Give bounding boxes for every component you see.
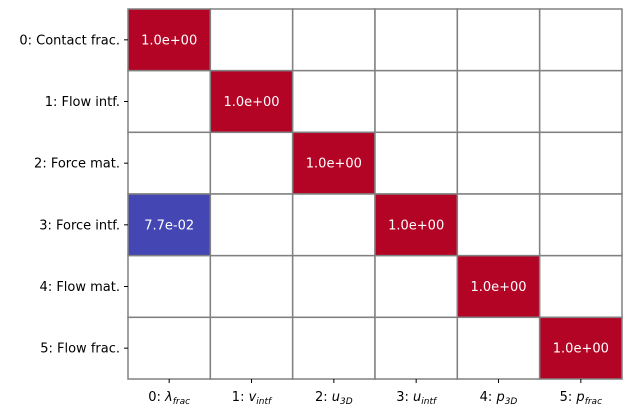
heatmap-cell-r4-c0 (127, 254, 212, 319)
heatmap-cell-r3-c2 (291, 193, 376, 257)
row-tick-label-4: 4: Flow mat. (40, 280, 120, 295)
heatmap-cell-r5-c0 (127, 316, 212, 380)
heatmap-cell-r0-c4 (456, 8, 541, 72)
column-tick-label-1: 1: vintf (232, 390, 273, 407)
heatmap-cell-r0-c3 (374, 8, 459, 72)
heatmap-cell-r2-c2 (291, 131, 376, 195)
heatmap-cell-r1-c3 (374, 69, 459, 134)
heatmap-cell-r5-c4 (456, 316, 541, 380)
row-tick-label-2: 2: Force mat. (34, 157, 120, 172)
column-tick-label-2: 2: u3D (315, 390, 353, 407)
heatmap-cell-r1-c2 (291, 69, 376, 134)
heatmap-cell-r5-c2 (291, 316, 376, 380)
heatmap-cell-r0-c5 (538, 8, 623, 72)
heatmap-cell-r4-c3 (374, 254, 459, 319)
heatmap-cell-r1-c4 (456, 69, 541, 134)
row-tick-label-1: 1: Flow intf. (45, 95, 120, 110)
heatmap-cell-r0-c0 (127, 8, 212, 72)
heatmap-cell-r5-c1 (209, 316, 294, 380)
row-tick-label-5: 5: Flow frac. (40, 342, 120, 357)
heatmap-cell-r4-c2 (291, 254, 376, 319)
column-tick-labels: 0: λfrac 1: vintf 2: u3D 3: uintf 4: p3D 5: p… (148, 379, 602, 407)
cell-value-label-r3-c3: 1.0e+00 (388, 218, 444, 233)
heatmap-cell-r3-c4 (456, 193, 541, 257)
heatmap-cell-r4-c4 (456, 254, 541, 319)
cell-value-label-r1-c1: 1.0e+00 (223, 95, 279, 110)
row-tick-label-0: 0: Contact frac. (19, 33, 120, 48)
column-tick-label-3: 3: uintf (396, 390, 438, 407)
heatmap-cell-r3-c1 (209, 193, 294, 257)
heatmap-cell-r1-c5 (538, 69, 623, 134)
heatmap-cell-r4-c1 (209, 254, 294, 319)
heatmap-cell-r4-c5 (538, 254, 623, 319)
heatmap-cells: 1.0e+00 1.0e+00 1.0e+00 7.7e-02 1.0e+00 1.0e+… (127, 8, 623, 380)
cell-value-label-r3-c0: 7.7e-02 (144, 218, 194, 233)
heatmap-cell-r2-c0 (127, 131, 212, 195)
cell-value-label-r0-c0: 1.0e+00 (141, 33, 197, 48)
heatmap-cell-r1-c1 (209, 69, 294, 134)
cell-value-label-r5-c5: 1.0e+00 (553, 342, 609, 357)
column-tick-label-0: 0: λfrac (148, 390, 190, 407)
cell-value-label-r4-c4: 1.0e+00 (470, 280, 526, 295)
row-tick-label-3: 3: Force intf. (39, 218, 120, 233)
heatmap-cell-r2-c3 (374, 131, 459, 195)
heatmap-cell-r2-c1 (209, 131, 294, 195)
heatmap-cell-r0-c2 (291, 8, 376, 72)
column-tick-label-5: 5: pfrac (560, 390, 602, 407)
heatmap-cell-r3-c5 (538, 193, 623, 257)
heatmap-cell-r2-c5 (538, 131, 623, 195)
heatmap-cell-r0-c1 (209, 8, 294, 72)
row-tick-labels: 0: Contact frac. 1: Flow intf. 2: Force ma… (19, 33, 128, 357)
cell-value-label-r2-c2: 1.0e+00 (306, 157, 362, 172)
column-tick-label-4: 4: p3D (480, 390, 518, 407)
heatmap-cell-r5-c3 (374, 316, 459, 380)
heatmap-cell-r1-c0 (127, 69, 212, 134)
heatmap-cell-r2-c4 (456, 131, 541, 195)
